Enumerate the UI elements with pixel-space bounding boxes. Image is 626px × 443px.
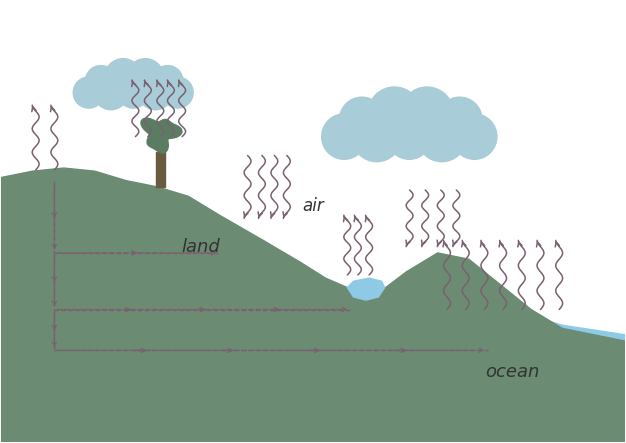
Circle shape bbox=[352, 112, 402, 162]
Circle shape bbox=[152, 66, 183, 97]
Circle shape bbox=[138, 75, 173, 110]
Bar bbox=[156, 152, 165, 187]
Circle shape bbox=[105, 58, 141, 95]
Polygon shape bbox=[1, 303, 625, 442]
Circle shape bbox=[339, 97, 384, 143]
Circle shape bbox=[417, 112, 467, 162]
Polygon shape bbox=[1, 168, 625, 442]
Text: air: air bbox=[302, 197, 324, 215]
Text: land: land bbox=[182, 237, 220, 256]
Circle shape bbox=[73, 77, 104, 108]
Circle shape bbox=[387, 114, 432, 159]
Circle shape bbox=[452, 114, 497, 159]
Text: ocean: ocean bbox=[485, 363, 540, 381]
Polygon shape bbox=[141, 118, 182, 153]
Polygon shape bbox=[347, 278, 384, 300]
Circle shape bbox=[127, 58, 163, 95]
Circle shape bbox=[437, 97, 482, 143]
Circle shape bbox=[94, 75, 128, 110]
Circle shape bbox=[162, 77, 193, 108]
Circle shape bbox=[368, 87, 421, 141]
Circle shape bbox=[118, 77, 148, 108]
Circle shape bbox=[85, 66, 116, 97]
Circle shape bbox=[322, 114, 367, 159]
Circle shape bbox=[401, 87, 454, 141]
